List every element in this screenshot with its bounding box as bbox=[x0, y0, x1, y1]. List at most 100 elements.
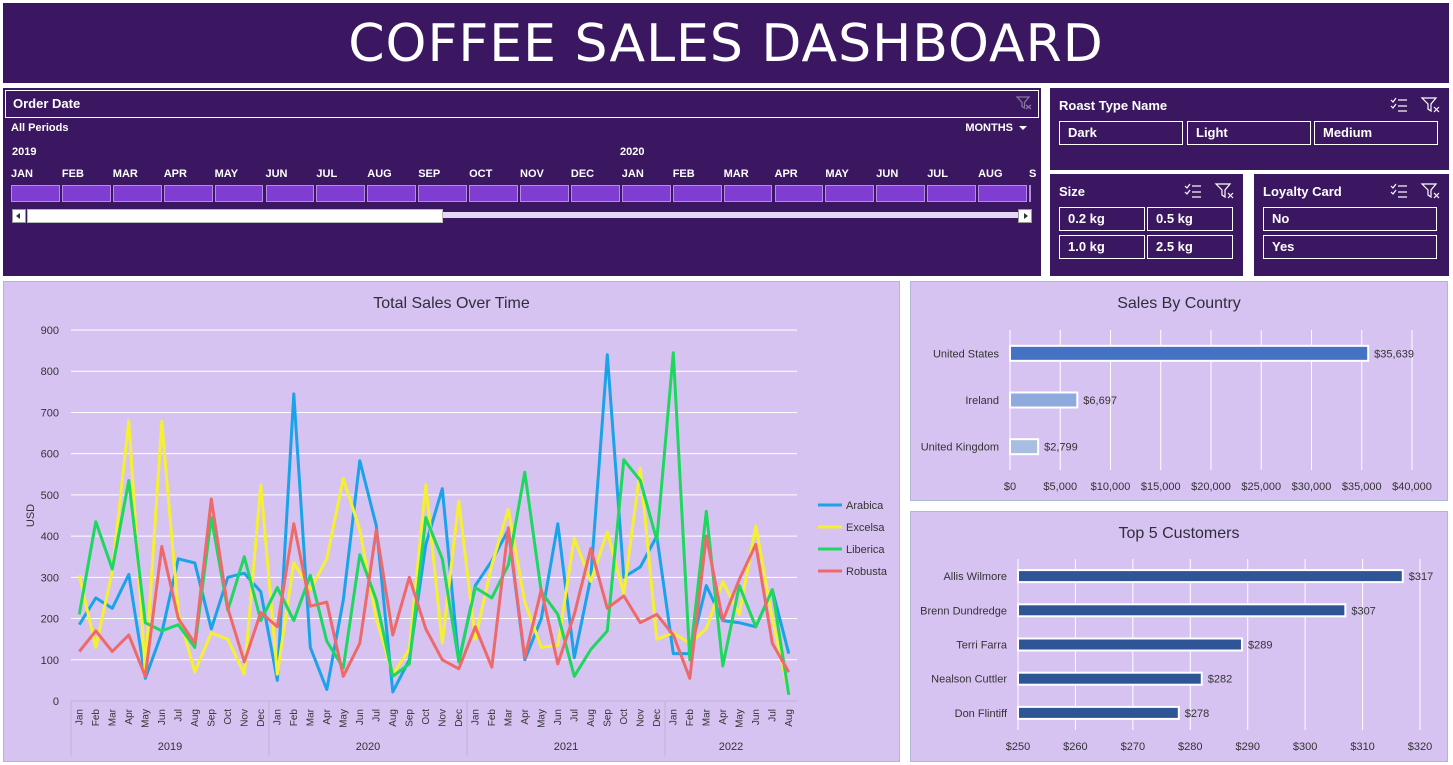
timeline-month-cell[interactable] bbox=[469, 185, 518, 202]
chart-title: Total Sales Over Time bbox=[373, 295, 530, 312]
timeline-header: Order Date bbox=[5, 90, 1039, 118]
y-tick-label: 800 bbox=[41, 366, 59, 378]
x-tick-label: $310 bbox=[1350, 741, 1374, 753]
x-tick-label: Jul bbox=[767, 709, 778, 722]
slicer-item-light[interactable]: Light bbox=[1187, 121, 1311, 145]
timeline-month-cell[interactable] bbox=[672, 185, 722, 202]
slicer-item-2-5kg[interactable]: 2.5 kg bbox=[1147, 235, 1233, 259]
slicer-item-medium[interactable]: Medium bbox=[1314, 121, 1438, 145]
timeline-month-cell[interactable] bbox=[163, 185, 213, 202]
x-tick-label: Jun bbox=[751, 709, 762, 725]
timeline-month-label: FEB bbox=[61, 168, 84, 180]
timeline-month-cell[interactable] bbox=[11, 185, 60, 202]
x-tick-label: $0 bbox=[1004, 481, 1016, 493]
y-axis-label: USD bbox=[25, 504, 37, 527]
multi-select-icon[interactable] bbox=[1390, 97, 1407, 112]
timeline-month-label: DEC bbox=[570, 168, 595, 180]
timeline-month-cell[interactable] bbox=[112, 185, 162, 202]
slicer-item-0-5kg[interactable]: 0.5 kg bbox=[1147, 207, 1233, 231]
timeline-month-cell[interactable] bbox=[723, 185, 773, 202]
x-tick-label: $320 bbox=[1408, 741, 1432, 753]
y-tick-label: 200 bbox=[41, 614, 59, 626]
y-tick-label: 400 bbox=[41, 531, 59, 543]
data-label: $35,639 bbox=[1374, 348, 1414, 360]
data-label: $317 bbox=[1409, 571, 1433, 583]
order-date-timeline[interactable]: Order Date All Periods MONTHS 2019 2020 … bbox=[3, 88, 1041, 276]
timeline-scroll-track[interactable] bbox=[29, 212, 1019, 218]
timeline-month-cell[interactable] bbox=[367, 185, 417, 202]
timeline-month-cell[interactable] bbox=[61, 185, 111, 202]
timeline-month-cell[interactable] bbox=[927, 185, 977, 202]
timeline-month-label: JUL bbox=[927, 168, 948, 180]
timeline-month-cell[interactable] bbox=[978, 185, 1027, 202]
x-tick-label: Jun bbox=[355, 709, 366, 725]
x-tick-label: Mar bbox=[107, 708, 118, 726]
sales-by-country-chart[interactable]: Sales By Country $0 $5,000 $10,000 $15,000 $… bbox=[910, 281, 1448, 501]
data-label: $282 bbox=[1208, 674, 1232, 686]
timeline-month-cell[interactable] bbox=[876, 185, 926, 202]
timeline-month-cell[interactable] bbox=[825, 185, 875, 202]
x-tick-label: May bbox=[338, 709, 349, 728]
x-tick-label: May bbox=[536, 709, 547, 728]
category-label: Allis Wilmore bbox=[943, 571, 1007, 583]
timeline-month-cell[interactable] bbox=[316, 185, 366, 202]
x-tick-label: Jan bbox=[668, 709, 679, 725]
x-tick-label: Jul bbox=[569, 709, 580, 722]
slicer-title: Loyalty Card bbox=[1263, 184, 1342, 199]
multi-select-icon[interactable] bbox=[1390, 183, 1407, 198]
slicer-item-0-2kg[interactable]: 0.2 kg bbox=[1059, 207, 1145, 231]
sales-over-time-chart[interactable]: Total Sales Over Time 0 100 200 300 400 500 60… bbox=[3, 281, 900, 762]
multi-select-icon[interactable] bbox=[1184, 183, 1201, 198]
timeline-month-label: JUN bbox=[876, 168, 899, 180]
timeline-month-label: MAY bbox=[825, 168, 849, 180]
clear-filter-icon[interactable] bbox=[1214, 183, 1234, 199]
scroll-right-arrow-icon[interactable] bbox=[1018, 209, 1032, 223]
timeline-month-cell[interactable] bbox=[520, 185, 569, 202]
timeline-scroll-thumb[interactable] bbox=[27, 209, 443, 223]
bar bbox=[1009, 438, 1040, 456]
timeline-period-label: All Periods bbox=[11, 122, 69, 134]
timeline-month-cell[interactable] bbox=[1029, 185, 1031, 202]
timeline-month-cell[interactable] bbox=[774, 185, 824, 202]
slicer-item-no[interactable]: No bbox=[1263, 207, 1437, 231]
x-tick-label: Nov bbox=[635, 709, 646, 727]
data-label: $307 bbox=[1351, 605, 1375, 617]
x-tick-label: Sep bbox=[206, 709, 217, 727]
legend-label: Arabica bbox=[846, 500, 884, 512]
timeline-month-cell[interactable] bbox=[570, 185, 620, 202]
timeline-month-label: JAN bbox=[621, 168, 644, 180]
category-label: Brenn Dundredge bbox=[920, 605, 1007, 617]
slicer-toolbar bbox=[1184, 183, 1234, 199]
timeline-month-label: MAY bbox=[214, 168, 239, 180]
scroll-left-arrow-icon[interactable] bbox=[12, 209, 26, 223]
bar bbox=[1017, 603, 1347, 618]
top-customers-chart[interactable]: Top 5 Customers $250 $260 $270 $280 $290 $300… bbox=[910, 511, 1448, 762]
y-tick-label: 300 bbox=[41, 572, 59, 584]
timeline-month-label: AUG bbox=[367, 168, 392, 180]
clear-filter-icon[interactable] bbox=[1016, 96, 1032, 110]
timeline-month-label: MAR bbox=[112, 168, 138, 180]
x-tick-label: Aug bbox=[586, 709, 597, 727]
timeline-month-cell[interactable] bbox=[265, 185, 315, 202]
timeline-month-cell[interactable] bbox=[214, 185, 264, 202]
timeline-month-label: JUN bbox=[265, 168, 288, 180]
slicer-item-dark[interactable]: Dark bbox=[1059, 121, 1183, 145]
clear-filter-icon[interactable] bbox=[1420, 183, 1440, 199]
legend-label: Liberica bbox=[846, 544, 885, 556]
data-label: $2,799 bbox=[1044, 442, 1078, 454]
x-tick-label: Apr bbox=[124, 708, 135, 724]
x-tick-label: Mar bbox=[701, 708, 712, 726]
chart-title: Sales By Country bbox=[1117, 295, 1241, 312]
series-line-excelsa bbox=[77, 419, 791, 694]
slicer-item-1-0kg[interactable]: 1.0 kg bbox=[1059, 235, 1145, 259]
timeline-level-dropdown[interactable]: MONTHS bbox=[965, 122, 1027, 134]
slicer-item-yes[interactable]: Yes bbox=[1263, 235, 1437, 259]
timeline-month-cell[interactable] bbox=[418, 185, 468, 202]
clear-filter-icon[interactable] bbox=[1420, 97, 1440, 113]
category-label: Nealson Cuttler bbox=[931, 674, 1007, 686]
bar bbox=[1017, 705, 1180, 720]
x-tick-label: $290 bbox=[1235, 741, 1259, 753]
country-chart-svg: $0 $5,000 $10,000 $15,000 $20,000 $25,000 $30,… bbox=[921, 330, 1432, 493]
timeline-month-cell[interactable] bbox=[621, 185, 671, 202]
bar bbox=[1017, 671, 1203, 686]
